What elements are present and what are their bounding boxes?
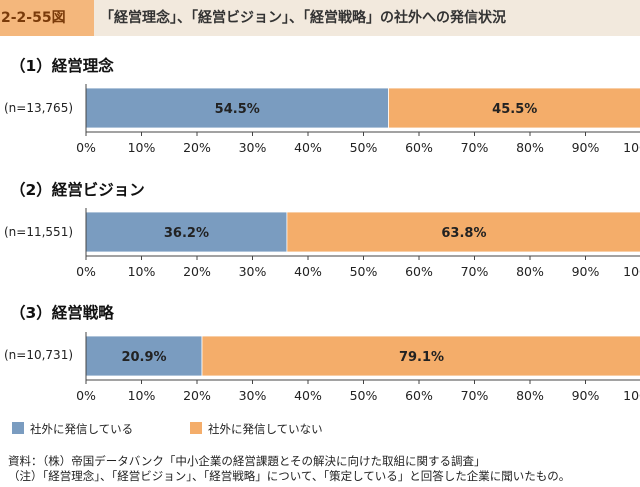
x-tick-label-1-8: 80% — [516, 140, 544, 155]
footnote: （注）「経営理念」、「経営ビジョン」、「経営戦略」について、「策定している」と回… — [8, 469, 571, 483]
sample-size-label-2: (n=11,551) — [4, 225, 74, 239]
x-tick-label-2-4: 40% — [294, 264, 322, 279]
legend-swatch-sent — [12, 422, 24, 434]
x-tick-label-3-3: 30% — [239, 388, 267, 403]
bar-value-label-2-2: 63.8% — [441, 226, 486, 241]
x-tick-label-1-7: 70% — [461, 140, 489, 155]
bar-value-label-1-2: 45.5% — [492, 102, 537, 117]
bar-segment-1-2 — [388, 87, 640, 129]
x-tick-label-2-3: 30% — [239, 264, 267, 279]
x-tick-label-2-1: 10% — [128, 264, 156, 279]
x-tick-label-1-0: 0% — [76, 140, 96, 155]
x-tick-label-2-9: 90% — [572, 264, 600, 279]
x-tick-label-3-6: 60% — [405, 388, 433, 403]
legend-item-not-sent: 社外に発信していない — [190, 421, 323, 437]
section-title-1: （1）経営理念 — [10, 57, 114, 75]
figure-header: 2-2-55図 「経営理念」、「経営ビジョン」、「経営戦略」の社外への発信状況 — [0, 0, 640, 36]
x-tick-label-1-5: 50% — [350, 140, 378, 155]
sample-size-label-3: (n=10,731) — [4, 348, 74, 362]
x-tick-label-3-0: 0% — [76, 388, 96, 403]
x-tick-label-1-1: 10% — [128, 140, 156, 155]
x-tick-label-3-1: 10% — [128, 388, 156, 403]
bar-value-label-2-1: 36.2% — [164, 226, 209, 241]
x-tick-label-1-3: 30% — [239, 140, 267, 155]
legend-item-sent: 社外に発信している — [12, 421, 133, 437]
x-tick-label-3-5: 50% — [350, 388, 378, 403]
bar-segment-2-2 — [286, 211, 640, 253]
bar-value-label-3-1: 20.9% — [121, 350, 166, 365]
figure-title: 「経営理念」、「経営ビジョン」、「経営戦略」の社外への発信状況 — [100, 10, 506, 26]
x-tick-label-1-10: 100% — [623, 140, 640, 155]
bar-segment-3-1 — [85, 335, 203, 377]
figure-number: 2-2-55図 — [0, 0, 94, 36]
x-tick-label-3-10: 100% — [623, 388, 640, 403]
x-tick-label-3-2: 20% — [183, 388, 211, 403]
x-tick-label-2-6: 60% — [405, 264, 433, 279]
x-tick-label-2-8: 80% — [516, 264, 544, 279]
x-tick-label-3-8: 80% — [516, 388, 544, 403]
bar-segment-3-2 — [201, 335, 640, 377]
x-tick-label-1-2: 20% — [183, 140, 211, 155]
x-tick-label-1-6: 60% — [405, 140, 433, 155]
legend-label-not-sent: 社外に発信していない — [208, 422, 323, 436]
stacked-bar-charts: 54.5% 45.5% 0% 10% 20% 30% 40% 50% 60% 70% 80% 90% 1… — [76, 84, 640, 403]
bar-value-label-3-2: 79.1% — [399, 350, 444, 365]
x-tick-label-2-7: 70% — [461, 264, 489, 279]
legend-label-sent: 社外に発信している — [30, 422, 134, 436]
x-tick-label-2-5: 50% — [350, 264, 378, 279]
source-note: 資料：（株）帝国データバンク「中小企業の経営課題とその解決に向けた取組に関する調… — [8, 454, 486, 468]
x-tick-label-3-7: 70% — [461, 388, 489, 403]
x-tick-label-2-0: 0% — [76, 264, 96, 279]
x-tick-label-1-4: 40% — [294, 140, 322, 155]
section-title-2: （2）経営ビジョン — [10, 181, 145, 199]
bar-value-label-1-1: 54.5% — [215, 102, 260, 117]
sample-size-label-1: (n=13,765) — [4, 101, 74, 115]
x-tick-label-2-10: 100% — [623, 264, 640, 279]
section-title-3: （3）経営戦略 — [10, 304, 114, 322]
x-tick-label-3-4: 40% — [294, 388, 322, 403]
x-tick-label-2-2: 20% — [183, 264, 211, 279]
legend-swatch-not-sent — [190, 422, 202, 434]
x-tick-label-3-9: 90% — [572, 388, 600, 403]
x-tick-label-1-9: 90% — [572, 140, 600, 155]
bar-segment-2-1 — [85, 211, 288, 253]
